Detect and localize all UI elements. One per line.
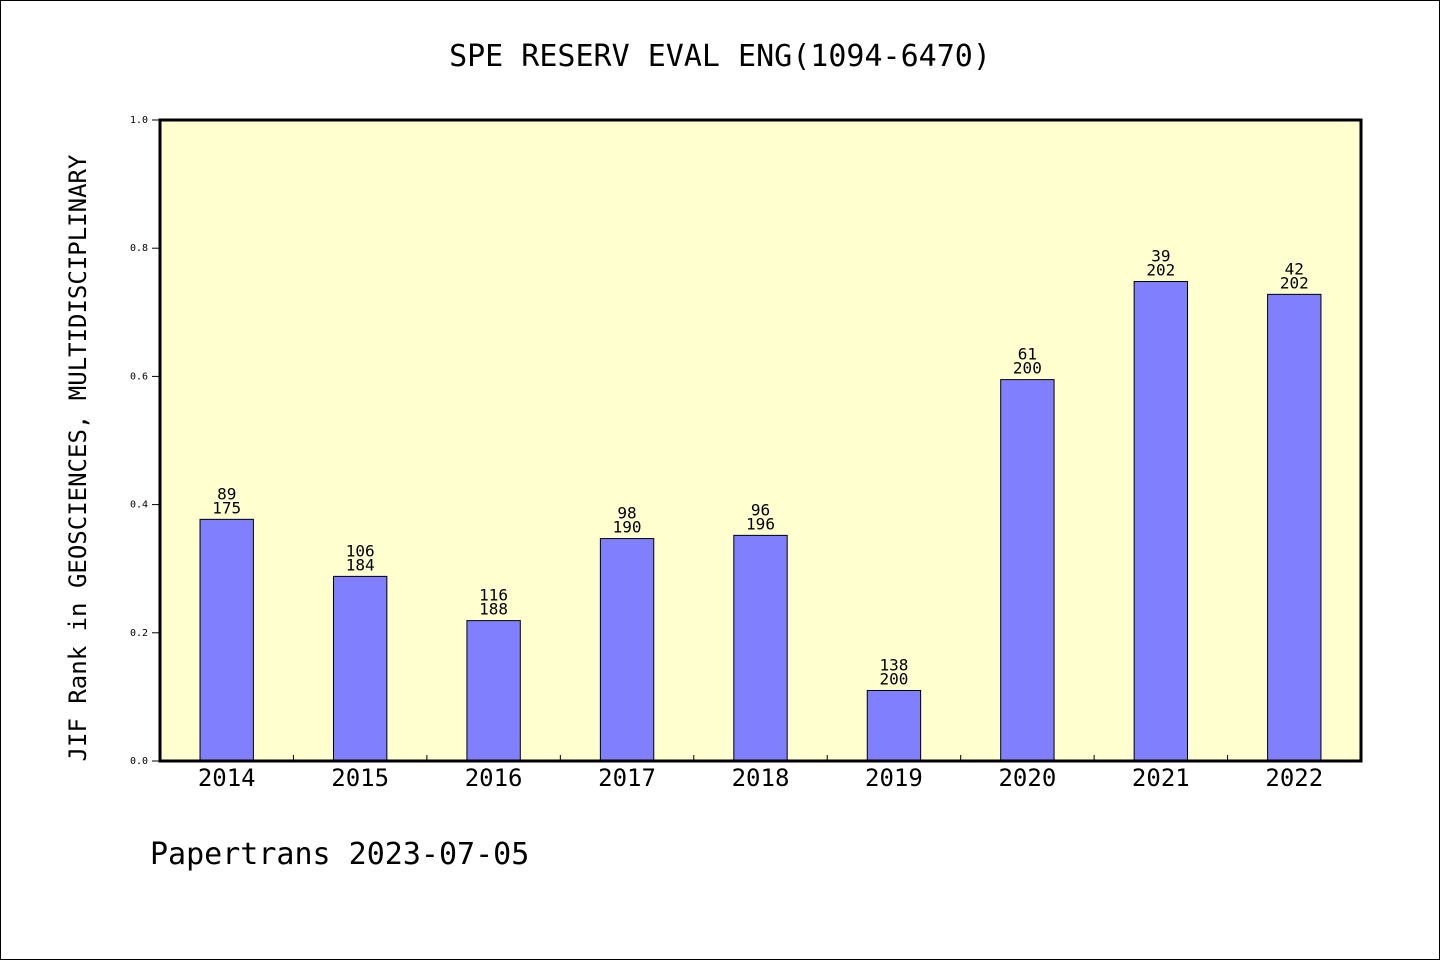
x-tick-label: 2017 bbox=[598, 764, 656, 792]
bar-rank-label: 96 bbox=[751, 500, 770, 519]
y-tick-label: 0.4 bbox=[130, 500, 148, 511]
x-tick-label: 2020 bbox=[998, 764, 1056, 792]
bar-2015 bbox=[332, 575, 388, 762]
bar-total-label: 202 bbox=[1146, 261, 1175, 280]
bar-total-label: 196 bbox=[746, 514, 775, 533]
bar-2022 bbox=[1267, 293, 1322, 762]
bar-total-label: 202 bbox=[1280, 273, 1309, 292]
x-tick-label: 2016 bbox=[465, 764, 523, 792]
y-tick-label: 0.2 bbox=[130, 628, 148, 639]
chart-title: SPE RESERV EVAL ENG(1094-6470) bbox=[449, 39, 991, 74]
x-tick-label: 2019 bbox=[865, 764, 923, 792]
bar-rank-label: 39 bbox=[1151, 247, 1170, 266]
x-tick-label: 2018 bbox=[732, 764, 790, 792]
x-tick-label: 2021 bbox=[1132, 764, 1190, 792]
plot-border bbox=[158, 118, 1363, 763]
bar-rank-label: 138 bbox=[879, 655, 908, 674]
bar-rank-label: 116 bbox=[479, 586, 508, 605]
y-tick-label: 0.8 bbox=[130, 243, 148, 254]
bar-total-label: 184 bbox=[346, 555, 375, 574]
bar-2017 bbox=[599, 538, 655, 762]
bars-group: 8917510618411618898190961961382006120039… bbox=[199, 247, 1322, 762]
bar-rank-label: 106 bbox=[346, 541, 375, 560]
x-axis: 2014 2015 2016 2017 2018 2019 2020 2021 2022 bbox=[198, 755, 1323, 792]
bar-2016 bbox=[466, 620, 521, 762]
y-axis: 0.0 0.2 0.4 0.6 0.8 1.0 bbox=[130, 115, 160, 767]
x-tick-label: 2014 bbox=[198, 764, 256, 792]
bar-total-label: 190 bbox=[613, 518, 642, 537]
bar-2019 bbox=[866, 689, 922, 762]
bar-rank-label: 42 bbox=[1285, 259, 1304, 278]
bar-total-label: 175 bbox=[212, 498, 241, 517]
footer-text: Papertrans 2023-07-05 bbox=[150, 837, 529, 872]
x-tick-label: 2022 bbox=[1265, 764, 1323, 792]
y-tick-label: 1.0 bbox=[130, 115, 148, 126]
bar-total-label: 200 bbox=[1013, 359, 1042, 378]
bar-total-label: 188 bbox=[479, 600, 508, 619]
bar-total-label: 200 bbox=[879, 669, 908, 688]
bar-2014 bbox=[199, 518, 254, 762]
bar-2020 bbox=[1000, 379, 1055, 762]
bar-2018 bbox=[733, 534, 788, 762]
y-axis-label: JIF Rank in GEOSCIENCES, MULTIDISCIPLINA… bbox=[64, 154, 92, 761]
bar-2021 bbox=[1133, 281, 1189, 762]
bar-rank-label: 61 bbox=[1018, 345, 1037, 364]
bar-rank-label: 89 bbox=[217, 484, 236, 503]
x-tick-label: 2015 bbox=[331, 764, 389, 792]
y-tick-label: 0.0 bbox=[130, 756, 148, 767]
y-tick-label: 0.6 bbox=[130, 371, 148, 382]
bar-rank-label: 98 bbox=[617, 504, 636, 523]
